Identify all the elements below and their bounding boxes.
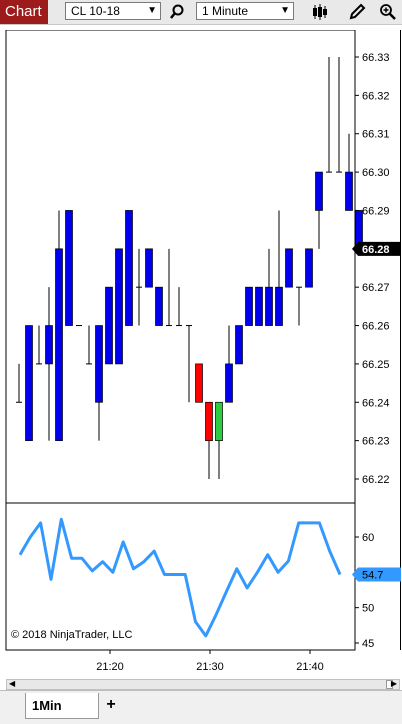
- current-indicator-label: 54.7: [362, 569, 383, 581]
- copyright-notice: © 2018 NinjaTrader, LLC: [11, 629, 133, 641]
- indicator-tick-label: 60: [362, 532, 374, 544]
- search-icon[interactable]: [168, 3, 186, 21]
- candle-body: [225, 363, 233, 403]
- scroll-right-icon[interactable]: ▶: [390, 679, 397, 688]
- price-tick-label: 66.29: [362, 205, 390, 217]
- candle-body: [45, 325, 53, 365]
- candle-body: [95, 325, 103, 403]
- candle-body: [315, 171, 323, 211]
- tab-1min[interactable]: 1Min: [25, 693, 99, 719]
- time-tick-label: 21:20: [96, 661, 124, 673]
- instrument-value: CL 10-18: [71, 4, 120, 18]
- candle-body: [125, 210, 133, 326]
- horizontal-scrollbar[interactable]: ◀ ▶: [6, 679, 400, 690]
- candle-body: [115, 248, 123, 365]
- candle-body: [215, 401, 223, 441]
- price-tick-label: 66.30: [362, 167, 390, 179]
- price-tick-label: 66.31: [362, 129, 390, 141]
- indicator-tick-label: 50: [362, 603, 374, 615]
- scroll-thumb[interactable]: [386, 680, 393, 689]
- candle-body: [155, 286, 163, 326]
- candle-body: [65, 210, 73, 326]
- price-tick-label: 66.24: [362, 397, 390, 409]
- price-tick-label: 66.23: [362, 436, 390, 448]
- indicator-tick-label: 45: [362, 638, 374, 650]
- add-tab-button[interactable]: +: [106, 696, 116, 713]
- candle-body: [205, 401, 213, 441]
- indicator-panel-border: [5, 502, 356, 651]
- chevron-down-icon: ▼: [147, 5, 157, 16]
- candle-body: [305, 248, 313, 288]
- tab-bar: 1Min +: [0, 690, 402, 724]
- scroll-left-icon[interactable]: ◀: [9, 679, 16, 688]
- price-tick-label: 66.33: [362, 52, 390, 64]
- chart-title: Chart: [0, 0, 48, 24]
- price-tick-label: 66.22: [362, 474, 390, 486]
- candle-body: [25, 325, 33, 441]
- candle-body: [195, 363, 203, 403]
- toolbar: Chart CL 10-18 ▼ 1 Minute ▼: [0, 0, 402, 25]
- price-tick-label: 66.27: [362, 282, 390, 294]
- interval-value: 1 Minute: [202, 4, 249, 18]
- current-price-badge: [352, 241, 401, 256]
- indicator-line: [18, 517, 342, 638]
- price-tick-label: 66.26: [362, 321, 390, 333]
- pencil-icon[interactable]: [348, 3, 366, 21]
- candle-body: [345, 171, 353, 211]
- candle-body: [235, 325, 243, 365]
- current-price-label: 66.28: [362, 244, 390, 256]
- chart-svg[interactable]: 66.33 66.32 66.31 66.30 66.29 66.27 66.26 66.25…: [0, 29, 402, 690]
- candle-body: [275, 286, 283, 326]
- time-tick-label: 21:40: [296, 661, 324, 673]
- candle-body: [105, 286, 113, 365]
- candle-body: [285, 248, 293, 288]
- candle-body: [255, 286, 263, 326]
- zoom-in-icon[interactable]: [379, 3, 397, 21]
- instrument-selector[interactable]: CL 10-18 ▼: [65, 2, 161, 20]
- chevron-down-icon: ▼: [280, 5, 290, 16]
- candle-body: [245, 286, 253, 326]
- time-tick-label: 21:30: [196, 661, 224, 673]
- price-tick-label: 66.32: [362, 90, 390, 102]
- interval-selector[interactable]: 1 Minute ▼: [196, 2, 294, 20]
- current-indicator-badge: [352, 567, 401, 582]
- candle-body: [145, 248, 153, 288]
- candle-body: [55, 248, 63, 441]
- right-border: [400, 30, 401, 650]
- chart-area[interactable]: 66.33 66.32 66.31 66.30 66.29 66.27 66.26 66.25…: [0, 29, 402, 680]
- candlestick-icon[interactable]: [311, 3, 329, 21]
- price-tick-label: 66.25: [362, 359, 390, 371]
- candle-body: [265, 286, 273, 326]
